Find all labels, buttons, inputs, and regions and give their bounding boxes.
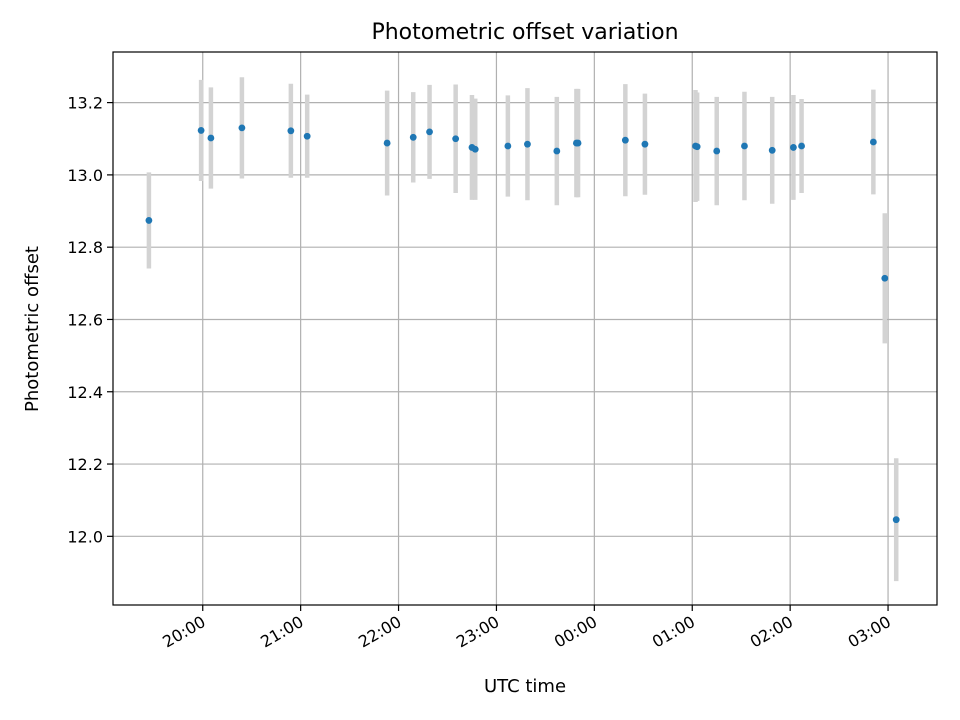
data-point xyxy=(693,143,701,151)
data-points xyxy=(145,124,900,524)
data-point xyxy=(471,145,479,153)
x-tick-label: 00:00 xyxy=(551,612,600,652)
data-point xyxy=(238,124,246,132)
chart-title: Photometric offset variation xyxy=(371,20,678,45)
data-point xyxy=(197,127,205,134)
data-point xyxy=(409,133,417,141)
x-tick-label: 02:00 xyxy=(747,612,796,652)
data-point xyxy=(303,132,311,140)
x-tick-label: 01:00 xyxy=(649,612,698,652)
data-point xyxy=(621,136,629,144)
y-tick-label: 12.4 xyxy=(67,383,103,402)
data-point xyxy=(741,142,748,150)
data-point xyxy=(426,128,433,136)
data-point xyxy=(881,274,889,282)
data-point xyxy=(892,516,900,524)
data-point xyxy=(504,142,512,150)
data-point xyxy=(553,147,561,155)
y-axis-label: Photometric offset xyxy=(22,246,43,412)
x-axis-label: UTC time xyxy=(484,676,566,697)
x-tick-label: 03:00 xyxy=(845,612,894,652)
plot-frame xyxy=(112,51,938,606)
data-point xyxy=(524,140,531,148)
data-point xyxy=(869,138,877,146)
data-point xyxy=(574,139,582,147)
data-point xyxy=(713,147,721,155)
data-point xyxy=(641,140,649,148)
data-point xyxy=(287,127,295,135)
y-tick-label: 13.0 xyxy=(67,166,103,185)
data-point xyxy=(790,144,797,151)
data-point xyxy=(768,146,776,154)
y-tick-label: 12.6 xyxy=(67,310,103,329)
data-point xyxy=(452,135,460,143)
data-point xyxy=(207,134,215,142)
x-tick-label: 21:00 xyxy=(257,612,306,652)
x-tick-label: 22:00 xyxy=(355,612,404,652)
y-tick-label: 12.8 xyxy=(67,238,103,257)
data-point xyxy=(383,139,391,147)
y-tick-label: 13.2 xyxy=(67,94,103,113)
x-tick-label: 23:00 xyxy=(453,612,502,652)
x-tick-label: 20:00 xyxy=(159,612,208,652)
grid xyxy=(113,52,937,605)
error-bars xyxy=(146,77,899,582)
y-tick-label: 12.0 xyxy=(67,527,103,546)
data-point xyxy=(798,142,805,150)
data-point xyxy=(145,217,153,224)
y-tick-label: 12.2 xyxy=(67,455,103,474)
